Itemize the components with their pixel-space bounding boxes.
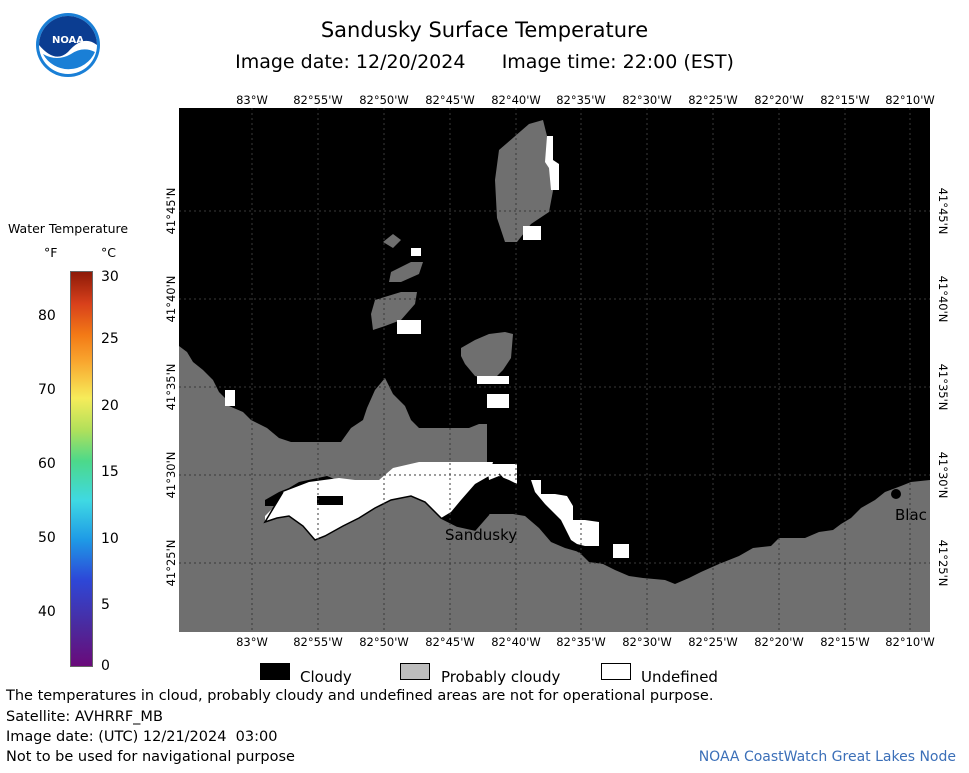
land-probably-cloudy [179,346,930,632]
scale-unit-fahrenheit: °F [44,245,58,260]
tick-c-20: 20 [101,398,119,414]
lat-label-right: 41°45'N [936,187,950,235]
lon-label-top: 82°25'W [688,93,738,107]
lon-label-top: 82°20'W [754,93,804,107]
tick-f-70: 70 [38,382,56,398]
tick-f-50: 50 [38,530,56,546]
city-marker-blac [891,489,901,499]
tick-f-80: 80 [38,308,56,324]
image-date: Image date: 12/20/2024 [235,51,466,73]
coastline [263,491,490,541]
lon-label-top: 82°15'W [820,93,870,107]
credit-text: NOAA CoastWatch Great Lakes Node [698,749,956,765]
lat-label-right: 41°40'N [936,275,950,323]
scale-title: Water Temperature [8,221,129,236]
lon-label-top: 83°W [236,93,268,107]
lon-label-bottom: 82°55'W [293,635,343,649]
graticule [179,108,930,632]
legend-swatch-undefined [601,663,631,680]
city-label-sandusky: Sandusky [445,526,517,544]
lat-label-right: 41°30'N [936,451,950,499]
lat-label-left: 41°25'N [164,539,178,587]
lon-label-top: 82°40'W [491,93,541,107]
lon-label-top: 82°45'W [425,93,475,107]
image-datetime: Image date: 12/20/2024 Image time: 22:00… [0,51,969,73]
disclaimer-text: The temperatures in cloud, probably clou… [6,688,714,704]
legend-label-undefined: Undefined [641,668,718,686]
island-probably-cloudy [389,262,423,282]
lon-label-top: 82°35'W [556,93,606,107]
tick-f-60: 60 [38,456,56,472]
island-probably-cloudy [371,292,417,330]
lon-label-bottom: 82°50'W [359,635,409,649]
tick-c-0: 0 [101,658,110,674]
tick-f-40: 40 [38,604,56,620]
satellite-text: Satellite: AVHRRF_MB [6,709,163,725]
lon-label-top: 82°30'W [622,93,672,107]
scale-unit-celsius: °C [101,245,116,260]
legend-label-probably-cloudy: Probably cloudy [441,668,561,686]
lon-label-bottom: 82°35'W [556,635,606,649]
lon-label-bottom: 82°30'W [622,635,672,649]
noaa-logo: NOAA [36,13,100,77]
lon-label-top: 82°50'W [359,93,409,107]
legend-label-cloudy: Cloudy [300,668,352,686]
island-probably-cloudy [383,234,401,248]
tick-c-15: 15 [101,464,119,480]
image-time: Image time: 22:00 (EST) [501,51,734,73]
tick-c-25: 25 [101,331,119,347]
tick-c-30: 30 [101,269,119,285]
lat-label-left: 41°35'N [164,363,178,411]
lon-label-bottom: 82°10'W [885,635,935,649]
coastline [498,473,580,553]
undefined-areas [225,136,629,558]
noaa-logo-text: NOAA [52,35,84,46]
city-label-blac: Blac [895,506,927,524]
map-title: Sandusky Surface Temperature [320,18,649,42]
lon-label-bottom: 82°15'W [820,635,870,649]
lat-label-left: 41°45'N [164,187,178,235]
lat-label-left: 41°30'N [164,451,178,499]
lat-label-right: 41°35'N [936,363,950,411]
tick-c-10: 10 [101,531,119,547]
lon-label-bottom: 82°25'W [688,635,738,649]
legend-swatch-cloudy [260,663,290,680]
lon-label-top: 82°55'W [293,93,343,107]
city-marker-sandusky [484,499,494,509]
lon-label-bottom: 82°40'W [491,635,541,649]
temperature-colorbar [70,271,93,667]
lon-label-bottom: 83°W [236,635,268,649]
lon-label-bottom: 82°20'W [754,635,804,649]
navigation-warning: Not to be used for navigational purpose [6,749,295,765]
lat-label-right: 41°25'N [936,539,950,587]
lat-label-left: 41°40'N [164,275,178,323]
lon-label-bottom: 82°45'W [425,635,475,649]
lon-label-top: 82°10'W [885,93,935,107]
legend-swatch-probably-cloudy [400,663,430,680]
temperature-map: Sandusky Blac [179,108,930,632]
utc-date-text: Image date: (UTC) 12/21/2024 03:00 [6,729,278,745]
tick-c-5: 5 [101,597,110,613]
island-probably-cloudy [461,332,513,380]
